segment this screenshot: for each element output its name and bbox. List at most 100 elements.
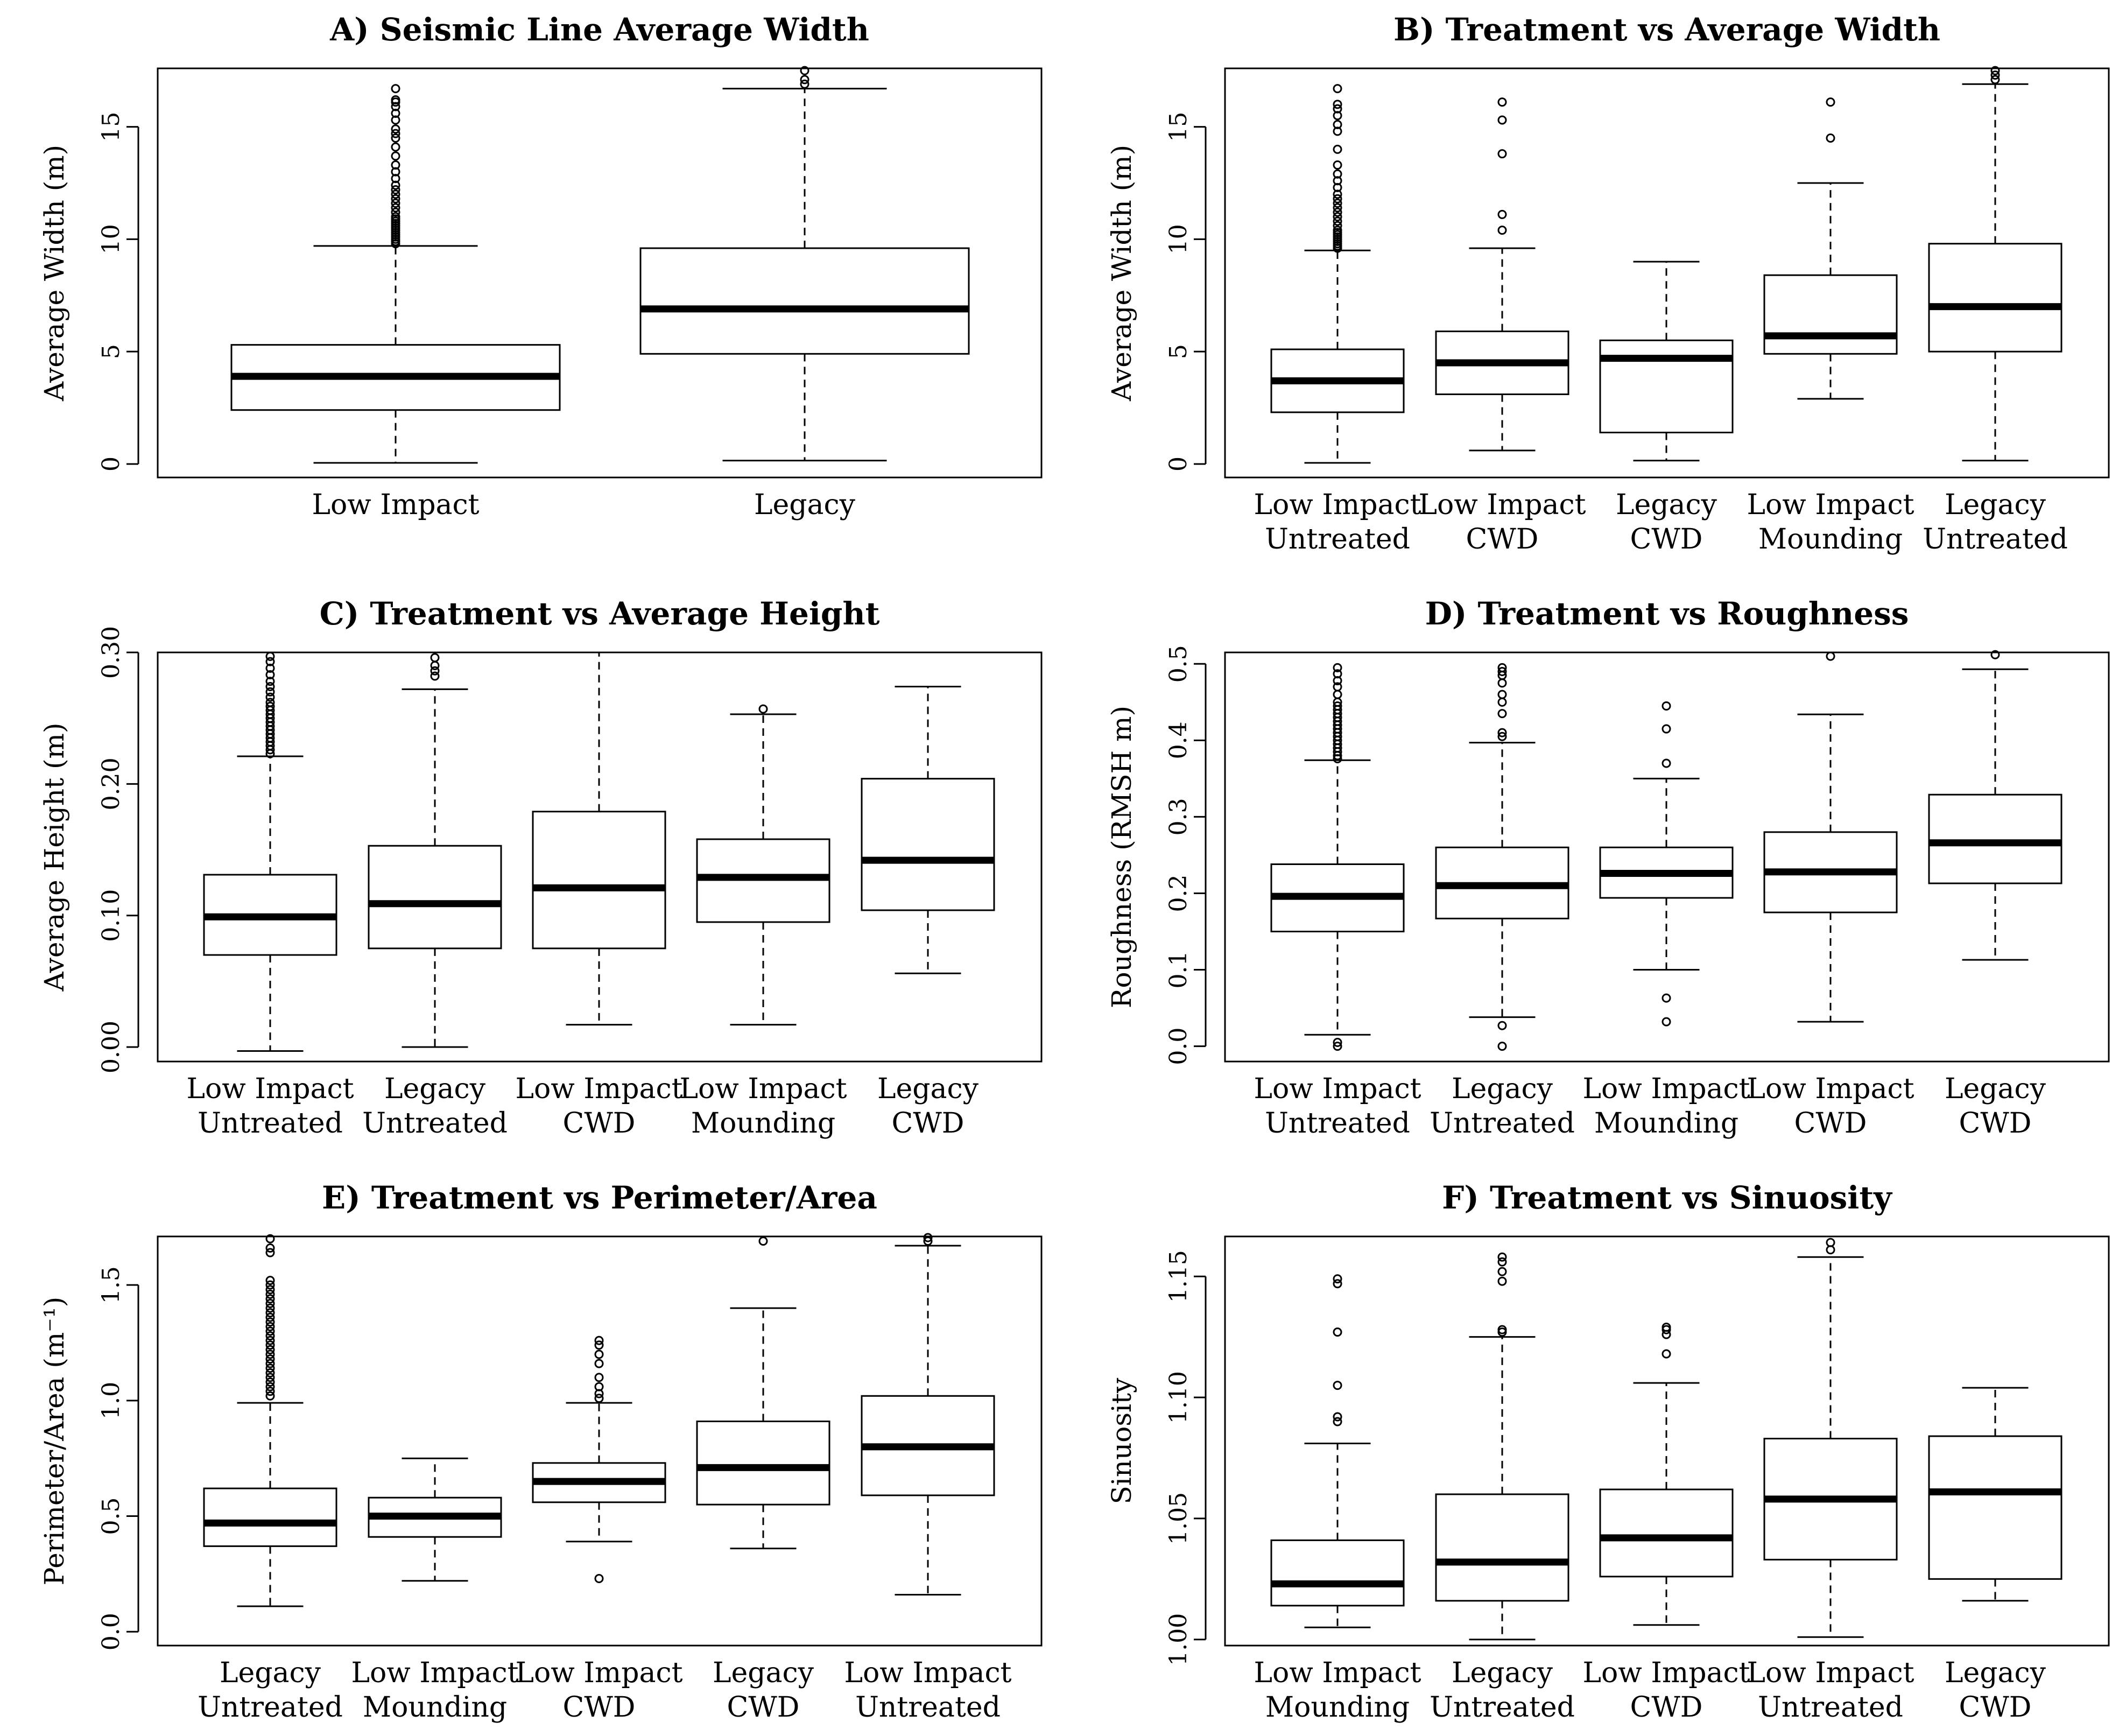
outlier-point [391,124,400,134]
outlier-point [1497,1325,1507,1334]
x-category-label: CWD [563,1691,636,1724]
outlier-point [594,1382,604,1391]
outlier-point [1333,199,1342,208]
outlier-point [265,687,275,697]
outlier-point [1333,1274,1342,1284]
box-iqr [1763,274,1898,355]
outlier-point [391,212,400,222]
box-group [696,1236,830,1550]
x-category-label: Mounding [1758,523,1903,556]
y-tick-label: 10 [97,224,125,254]
x-category-label: CWD [1959,1691,2032,1724]
outlier-point [1333,1417,1342,1426]
outlier-point [265,663,275,673]
x-category-label: Legacy [1945,1073,2046,1105]
y-tick-label: 1.5 [97,1266,125,1304]
box-group [1928,650,2062,961]
x-category-label: CWD [1630,1691,1703,1724]
y-tick-label: 0.5 [97,1498,125,1535]
panel-f: F) Treatment vs Sinuosity 1.00 1.05 1.10 1.1… [1106,1179,2110,1724]
x-category-label: Legacy [1945,489,2046,521]
outlier-point [1333,104,1342,114]
outlier-point [391,142,400,152]
y-tick-label: 0 [1165,456,1192,472]
outlier-point [265,1243,275,1253]
outlier-point [265,1280,275,1290]
outlier-point [1826,1245,1835,1255]
outlier-point [1497,663,1507,672]
box-group [1763,1238,1898,1638]
y-tick-label: 0.1 [1165,951,1192,989]
outlier-point [265,682,275,692]
y-tick-label: 0.0 [97,1613,125,1650]
outlier-point [1497,1267,1507,1276]
outlier-point [265,1312,275,1322]
outlier-point [1333,663,1342,672]
outlier-point [1662,1323,1671,1332]
outlier-point [1826,97,1835,107]
outlier-point [1662,993,1671,1003]
outlier-point [1333,120,1342,129]
y-tick-label: 0.30 [97,626,125,679]
outlier-point [391,133,400,143]
y-tick-label: 0.10 [97,889,125,942]
outlier-point [265,692,275,702]
x-category-label: Low Impact [515,1073,682,1105]
x-category-label: Low Impact [1418,489,1586,521]
outlier-point [265,1354,275,1364]
x-category-label: Low Impact [1747,489,1914,521]
outlier-point [1662,701,1671,711]
y-axis-label: Average Width (m) [1106,145,1137,402]
y-tick-label: 0.20 [97,757,125,810]
outlier-point [1333,100,1342,109]
plot-frame [1224,67,2110,479]
outlier-point [1662,758,1671,768]
x-category-label: Mounding [363,1691,507,1724]
box-group [1270,84,1405,464]
x-category-label: Low Impact [351,1657,518,1689]
x-category-label: Legacy [1452,1073,1553,1105]
x-category-label: Untreated [362,1107,508,1140]
outlier-point [391,189,400,199]
outlier-point [1990,66,2000,75]
outlier-point [391,95,400,104]
box-group [1599,261,1734,462]
outlier-point [265,698,275,707]
panel-title: A) Seismic Line Average Width [329,11,869,48]
x-category-label: Mounding [1265,1691,1410,1724]
outlier-point [1333,221,1342,230]
outlier-point [1497,97,1507,107]
x-category-label: CWD [1959,1107,2032,1140]
outlier-point [1333,1412,1342,1422]
outlier-point [430,671,440,681]
outlier-point [800,79,809,89]
outlier-point [1333,682,1342,692]
box-group [1599,1323,1734,1626]
outlier-point [1333,669,1342,679]
outlier-point [1826,133,1835,143]
box-iqr [1270,1539,1405,1607]
outlier-point [1662,724,1671,734]
plot-frame [157,1235,1043,1647]
x-category-label: Untreated [1430,1691,1575,1724]
x-category-label: Untreated [1265,523,1410,556]
outlier-point [594,1359,604,1368]
panel-b: B) Treatment vs Average Width 0 5 10 15 Avera… [1106,11,2110,556]
x-category-label: Low Impact [679,1073,847,1105]
box-group [861,1233,995,1596]
panel-c: C) Treatment vs Average Height 0.00 0.10 0.… [39,595,1043,1140]
box-group [1270,1274,1405,1628]
outlier-point [594,1336,604,1345]
outlier-point [1826,651,1835,661]
box-iqr [532,811,666,950]
outlier-point [1497,690,1507,699]
plot-frame [1224,651,2110,1063]
y-tick-label: 0.4 [1165,721,1192,759]
outlier-point [265,701,275,711]
outlier-point [265,1382,275,1391]
x-category-label: Legacy [877,1073,979,1105]
box-iqr [861,778,995,911]
y-tick-label: 1.05 [1165,1492,1192,1545]
plot-frame [157,67,1043,479]
